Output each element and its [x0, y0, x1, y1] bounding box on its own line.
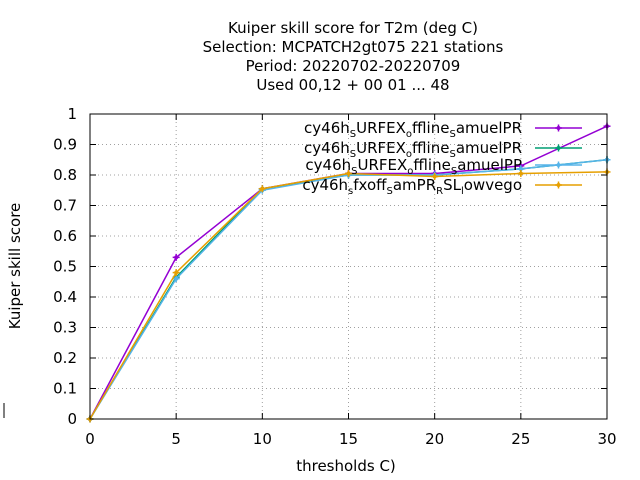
data-point-dot	[346, 171, 351, 176]
x-tick-label: 0	[85, 430, 95, 448]
title-line-4: Used 00,12 + 00 01 ... 48	[256, 76, 449, 94]
legend-marker-dot	[556, 163, 561, 167]
x-tick-label: 5	[171, 430, 181, 448]
legend-label: cy46hSURFEXofflineSamuelPR	[304, 119, 522, 140]
y-tick-label: 0.1	[53, 380, 77, 398]
x-tick-label: 20	[425, 430, 444, 448]
x-tick-label: 15	[339, 430, 358, 448]
legend-entry-1: cy46hSURFEXofflineSamuelPR	[304, 119, 582, 140]
data-point-dot	[174, 276, 179, 281]
legend-label: cy46hSURFEXofflineSamuelPP	[305, 156, 522, 177]
data-point-dot	[260, 186, 265, 191]
y-tick-label: 0.9	[53, 136, 77, 154]
y-tick-label: 0.6	[53, 227, 77, 245]
y-tick-label: 0.2	[53, 349, 77, 367]
legend-entry-4: cy46hsfxoffSamPRRSLlowvego	[302, 176, 582, 197]
legend-marker-dot	[556, 126, 561, 130]
y-tick-label: 0.7	[53, 197, 77, 215]
data-point-dot	[518, 171, 523, 176]
x-axis-label: thresholds C)	[296, 457, 396, 475]
y-tick-label: 0.3	[53, 319, 77, 337]
legend-label: cy46hSURFEXofflineSamuelPR	[304, 139, 522, 160]
data-point-dot	[518, 166, 523, 171]
legend: cy46hSURFEXofflineSamuelPRcy46hSURFEXoff…	[302, 119, 582, 197]
y-tick-label: 0	[67, 410, 77, 428]
x-tick-label: 30	[597, 430, 616, 448]
title-line-1: Kuiper skill score for T2m (deg C)	[228, 19, 478, 37]
data-point-dot	[174, 255, 179, 260]
data-point-dot	[432, 174, 437, 179]
legend-entry-2: cy46hSURFEXofflineSamuelPR	[304, 139, 582, 160]
data-point-dot	[174, 270, 179, 275]
y-axis-label: Kuiper skill score	[6, 203, 24, 330]
y-tick-label: 0.5	[53, 258, 77, 276]
y-tick-label: 0.4	[53, 288, 77, 306]
legend-entry-3: cy46hSURFEXofflineSamuelPP	[305, 156, 582, 177]
legend-marker-dot	[556, 183, 561, 187]
x-tick-label: 25	[511, 430, 530, 448]
title-line-2: Selection: MCPATCH2gt075 221 stations	[203, 38, 504, 56]
legend-label: cy46hsfxoffSamPRRSLlowvego	[302, 176, 522, 197]
series-layer	[86, 122, 611, 423]
y-tick-label: 0.8	[53, 166, 77, 184]
series-line	[89, 171, 608, 420]
axis-ticks: 00.10.20.30.40.50.60.70.80.910 5 10 15 20 25 3…	[53, 105, 616, 448]
x-tick-label: 10	[253, 430, 272, 448]
y-tick-label: 1	[67, 105, 77, 123]
legend-marker-dot	[556, 146, 561, 150]
title-line-3: Period: 20220702-20220709	[246, 57, 461, 75]
grid-lines	[90, 114, 607, 419]
chart-title: Kuiper skill score for T2m (deg C) Selec…	[203, 19, 504, 94]
